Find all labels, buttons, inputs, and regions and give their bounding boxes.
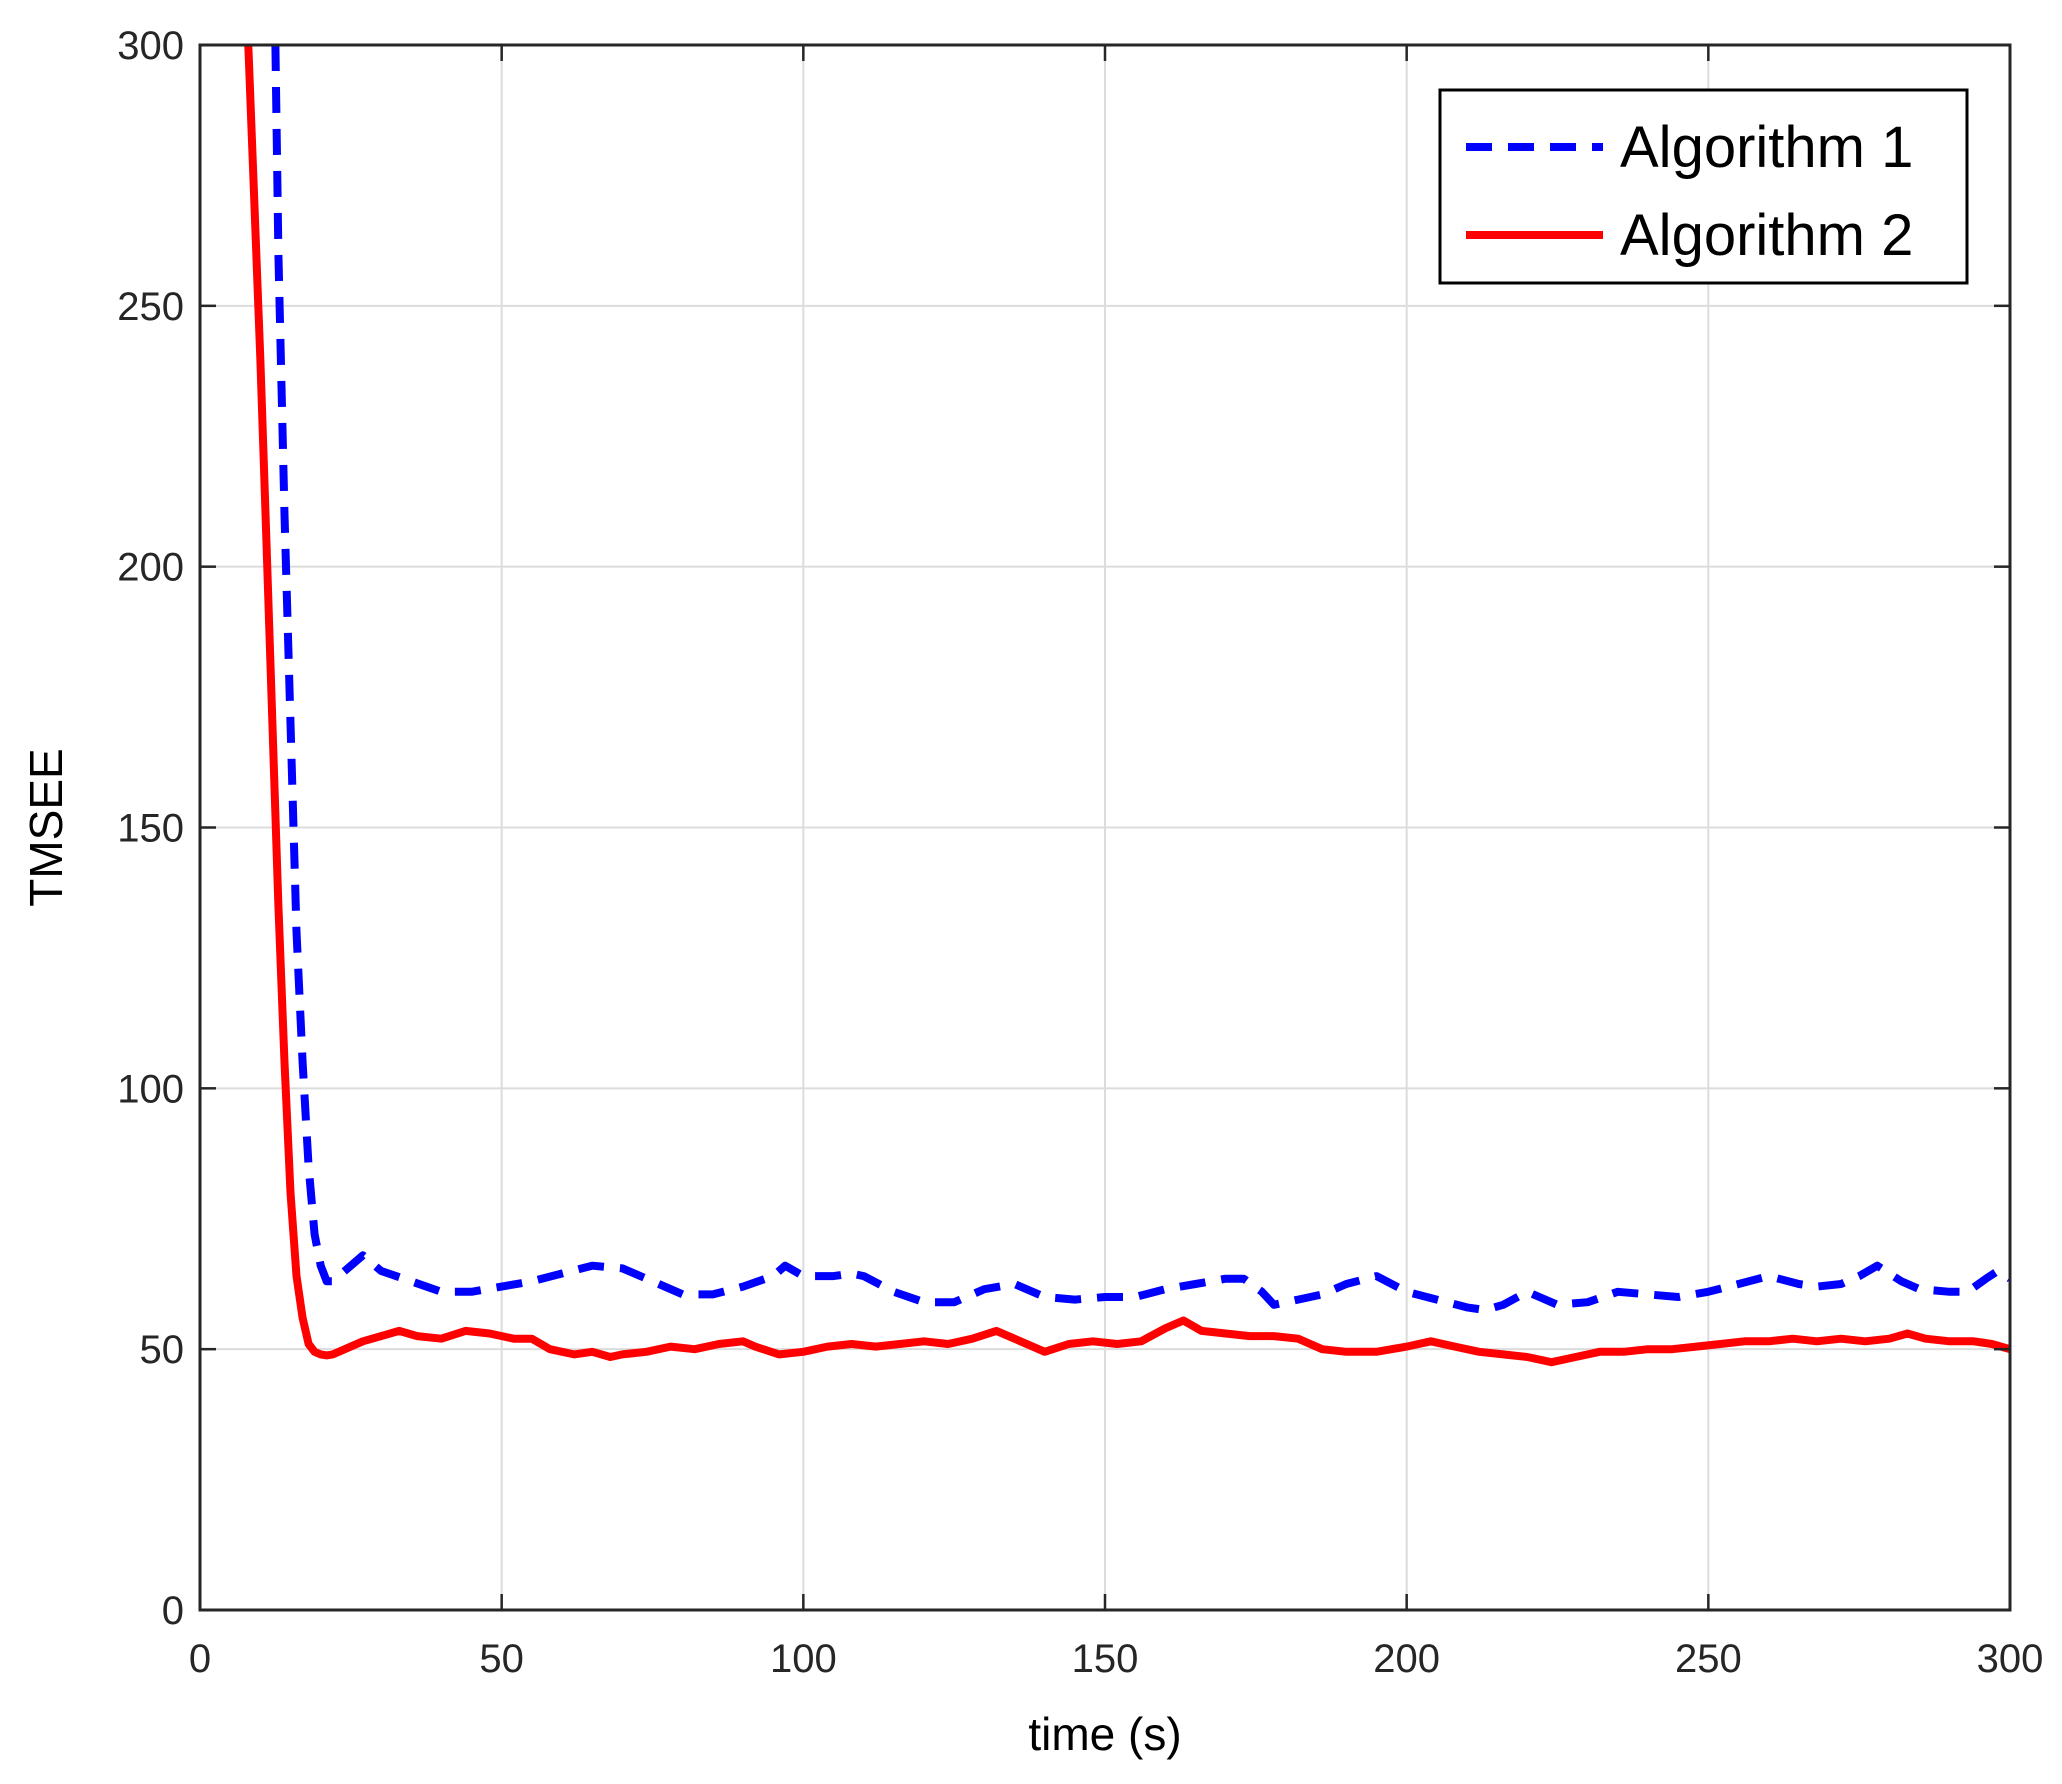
series-lines xyxy=(244,45,2010,1367)
y-axis-label: TMSEE xyxy=(20,748,72,906)
y-tick-label: 150 xyxy=(117,807,184,851)
series-line-algorithm-2 xyxy=(244,45,2010,1367)
x-tick-label: 300 xyxy=(1977,1637,2044,1681)
y-tick-label: 250 xyxy=(117,285,184,329)
tick-labels: 0 50 100 150 200 250 300 0 50 100 150 200 250 300 xyxy=(117,24,2043,1681)
x-tick-label: 150 xyxy=(1072,1637,1139,1681)
y-tick-label: 50 xyxy=(140,1328,185,1372)
legend-box xyxy=(1438,88,1969,285)
y-tick-label: 0 xyxy=(162,1589,184,1633)
x-tick-label: 50 xyxy=(479,1637,524,1681)
x-tick-label: 0 xyxy=(189,1637,211,1681)
y-tick-label: 200 xyxy=(117,546,184,590)
x-tick-label: 250 xyxy=(1675,1637,1742,1681)
y-tick-label: 300 xyxy=(117,24,184,68)
legend-label-algorithm-2: Algorithm 2 xyxy=(1620,203,1913,268)
x-tick-label: 200 xyxy=(1373,1637,1440,1681)
legend: Algorithm 1 Algorithm 2 xyxy=(1438,88,1969,285)
x-tick-label: 100 xyxy=(770,1637,837,1681)
tick-marks xyxy=(198,43,2012,1612)
legend-label-algorithm-1: Algorithm 1 xyxy=(1620,115,1913,180)
x-axis-label: time (s) xyxy=(1028,1708,1181,1760)
y-tick-label: 100 xyxy=(117,1067,184,1111)
series-line-algorithm-1 xyxy=(271,45,2010,1314)
